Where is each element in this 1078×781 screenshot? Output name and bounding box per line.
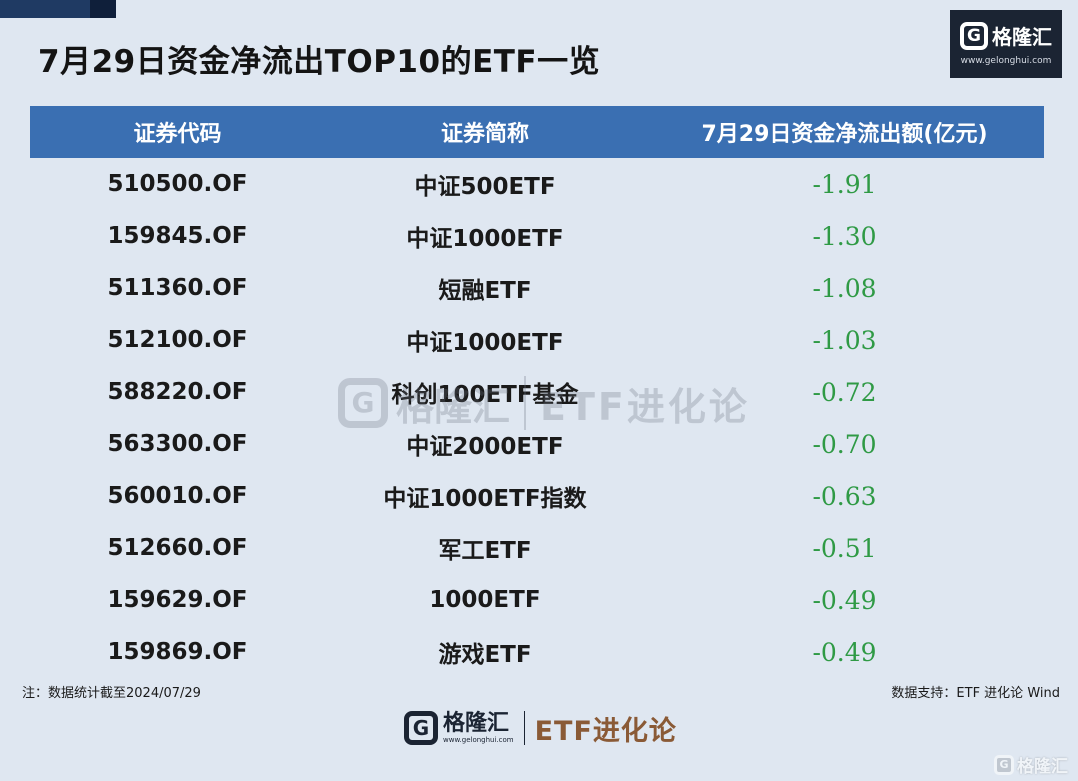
corner-decoration [0,0,90,18]
table-header: 证券代码 证券简称 7月29日资金净流出额(亿元) [30,106,1044,158]
cell-name: 短融ETF [438,278,532,304]
cell-value: -0.51 [812,533,877,563]
gelonghui-logo-icon: G [960,21,988,50]
logo-name: 格隆汇 [992,25,1052,49]
footer-partner: ETF进化论 [534,715,677,747]
footer-logo-icon: G [404,711,438,745]
header-outflow: 7月29日资金净流出额(亿元) [701,122,988,147]
cell-name: 中证2000ETF [406,434,564,460]
footer-divider [523,711,525,745]
cell-name: 中证1000ETF [406,226,564,252]
corner-decoration-dark [90,0,116,18]
cell-value: -0.49 [812,637,877,667]
logo-url: www.gelonghui.com [960,56,1052,66]
cell-value: -1.91 [812,169,877,199]
header-code: 证券代码 [133,122,222,147]
cell-name: 军工ETF [438,538,532,564]
corner-watermark: G 格隆汇 [994,752,1068,777]
footnote: 注：数据统计截至2024/07/29 [22,686,201,701]
cell-code: 510500.OF [107,171,248,197]
etf-outflow-table: 证券代码 证券简称 7月29日资金净流出额(亿元) 510500.OF 中证50… [30,106,1044,678]
table-row: 588220.OF 科创100ETF基金 -0.72 [30,366,1044,418]
cell-code: 511360.OF [107,275,248,301]
cell-value: -1.30 [812,221,877,251]
cell-value: -0.63 [812,481,877,511]
cell-value: -1.03 [812,325,877,355]
data-source: 数据支持：ETF 进化论 Wind [891,686,1060,701]
table-row: 511360.OF 短融ETF -1.08 [30,262,1044,314]
cell-name: 游戏ETF [438,642,532,668]
brand-logo: G 格隆汇 www.gelonghui.com [950,10,1062,78]
cell-code: 159845.OF [107,223,248,249]
cell-code: 560010.OF [107,483,248,509]
table-row: 510500.OF 中证500ETF -1.91 [30,158,1044,210]
cell-name: 1000ETF [429,587,541,613]
cell-code: 588220.OF [107,379,248,405]
cell-code: 159869.OF [107,639,248,665]
cell-value: -0.72 [812,377,877,407]
table-row: 159629.OF 1000ETF -0.49 [30,574,1044,626]
table-row: 563300.OF 中证2000ETF -0.70 [30,418,1044,470]
table-row: 159869.OF 游戏ETF -0.49 [30,626,1044,678]
header-name: 证券简称 [440,122,529,147]
table-row: 512100.OF 中证1000ETF -1.03 [30,314,1044,366]
cell-code: 512100.OF [107,327,248,353]
cell-name: 科创100ETF基金 [391,382,579,408]
footer-logo-name: 格隆汇 [443,711,510,736]
cell-code: 159629.OF [107,587,248,613]
footer-logo-url: www.gelonghui.com [443,736,514,744]
cell-value: -0.49 [812,585,877,615]
cell-value: -0.70 [812,429,877,459]
cell-name: 中证1000ETF指数 [383,486,587,512]
cell-code: 512660.OF [107,535,248,561]
corner-logo-name: 格隆汇 [1017,757,1068,777]
table-row: 560010.OF 中证1000ETF指数 -0.63 [30,470,1044,522]
footer-brand: G 格隆汇 www.gelonghui.com ETF进化论 [404,708,677,748]
cell-name: 中证500ETF [414,174,556,200]
page-title: 7月29日资金净流出TOP10的ETF一览 [38,44,601,80]
cell-name: 中证1000ETF [406,330,564,356]
cell-value: -1.08 [812,273,877,303]
table-row: 512660.OF 军工ETF -0.51 [30,522,1044,574]
corner-logo-icon: G [994,754,1014,775]
table-row: 159845.OF 中证1000ETF -1.30 [30,210,1044,262]
cell-code: 563300.OF [107,431,248,457]
